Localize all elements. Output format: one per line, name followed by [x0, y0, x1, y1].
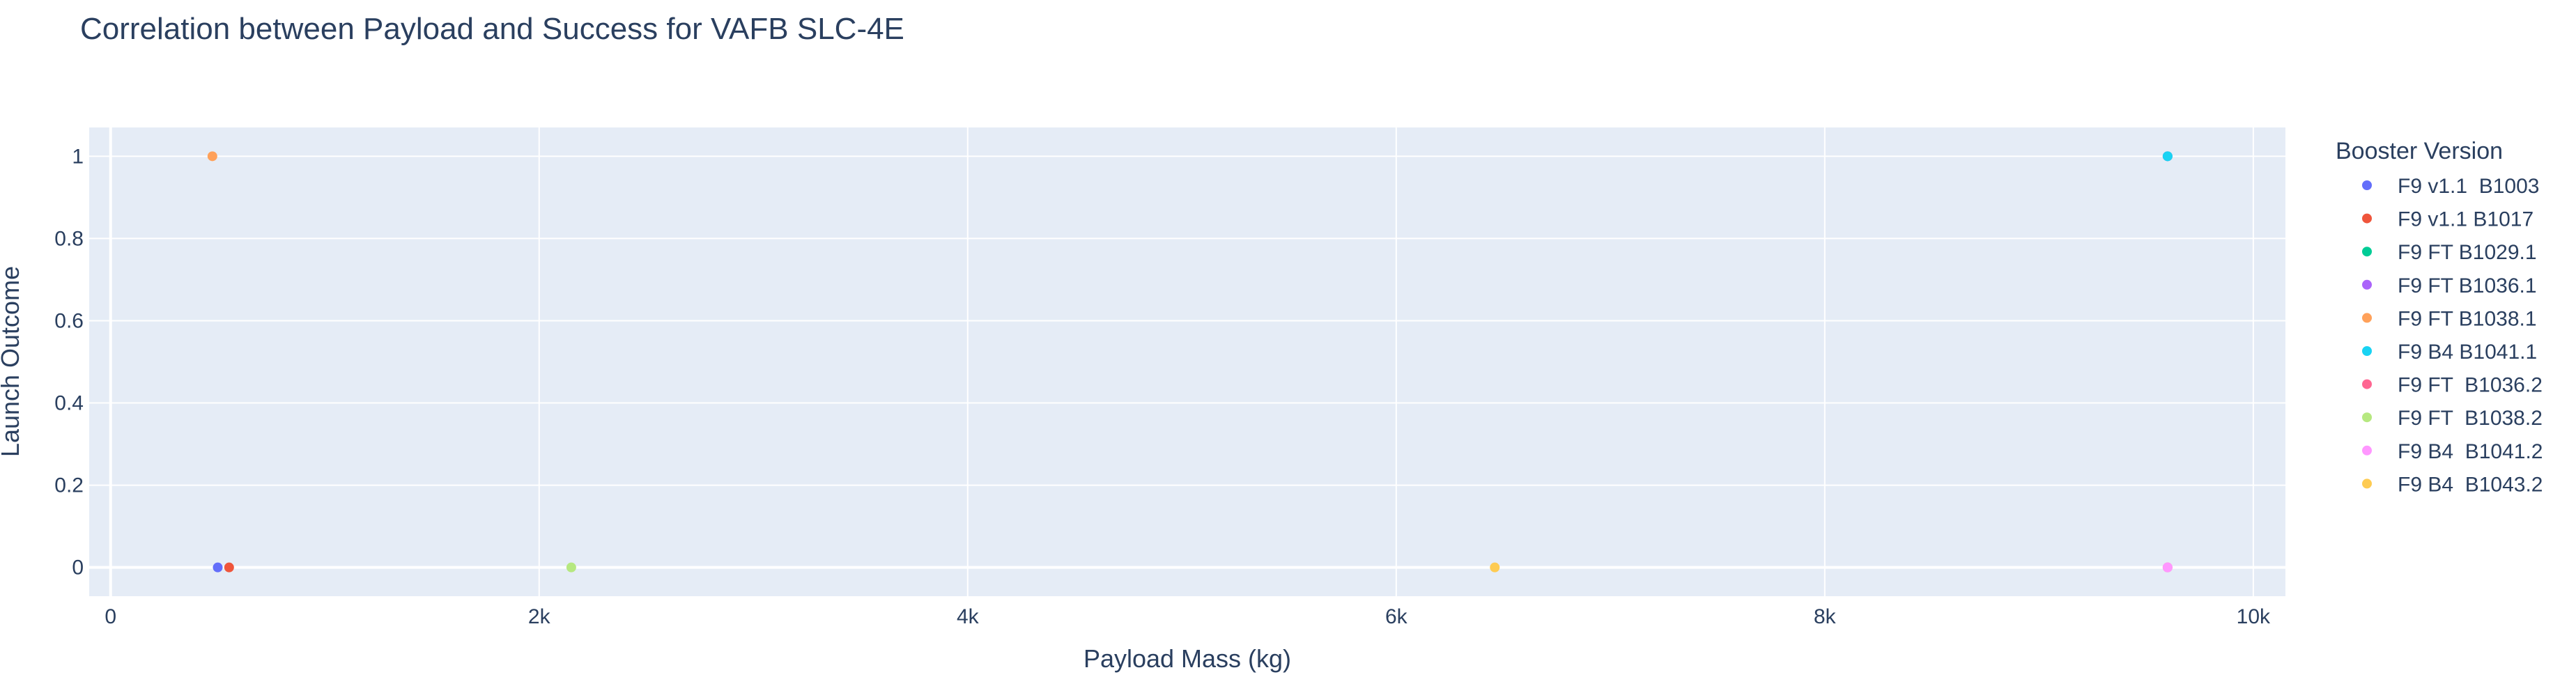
legend-marker: [2362, 180, 2372, 190]
legend-label: F9 B4 B1041.1: [2398, 341, 2537, 364]
axis-ticks: 0 2k 4k 6k 8k 10k 0 0.2 0.4 0.6 0.8 1: [54, 145, 2271, 628]
legend-marker: [2362, 213, 2372, 224]
legend-item[interactable]: F9 B4 B1041.2: [2362, 440, 2543, 463]
legend-label: F9 FT B1036.2: [2398, 374, 2543, 397]
legend-marker: [2362, 313, 2372, 323]
legend-label: F9 FT B1038.2: [2398, 407, 2543, 430]
y-tick-label: 0.4: [54, 392, 84, 415]
legend-item[interactable]: F9 FT B1036.2: [2362, 374, 2543, 397]
data-point[interactable]: [2162, 151, 2173, 162]
x-tick-label: 2k: [528, 605, 551, 628]
legend-marker: [2362, 346, 2372, 356]
legend-marker: [2362, 379, 2372, 389]
y-tick-label: 0.8: [54, 227, 84, 250]
legend-item[interactable]: F9 FT B1036.1: [2362, 274, 2537, 297]
legend-label: F9 B4 B1043.2: [2398, 473, 2543, 496]
legend-label: F9 v1.1 B1003: [2398, 175, 2539, 198]
data-point[interactable]: [1490, 562, 1500, 573]
data-point[interactable]: [2162, 562, 2173, 573]
legend-label: F9 v1.1 B1017: [2398, 208, 2533, 231]
legend-label: F9 FT B1038.1: [2398, 307, 2537, 330]
legend-item[interactable]: F9 FT B1029.1: [2362, 241, 2537, 264]
y-tick-label: 0: [72, 557, 84, 579]
legend-label: F9 B4 B1041.2: [2398, 440, 2543, 463]
y-tick-label: 1: [72, 145, 84, 168]
data-point[interactable]: [566, 562, 576, 573]
legend-item[interactable]: F9 B4 B1041.1: [2362, 341, 2537, 364]
legend-item[interactable]: F9 v1.1 B1017: [2362, 208, 2533, 231]
legend-label: F9 FT B1036.1: [2398, 274, 2537, 297]
data-point[interactable]: [207, 151, 217, 162]
legend-marker: [2362, 445, 2372, 456]
x-tick-label: 0: [105, 605, 116, 628]
y-tick-label: 0.2: [54, 474, 84, 497]
legend-marker: [2362, 412, 2372, 423]
y-tick-label: 0.6: [54, 309, 84, 332]
legend-item[interactable]: F9 v1.1 B1003: [2362, 175, 2539, 198]
x-tick-label: 4k: [957, 605, 980, 628]
data-points: [207, 151, 2173, 573]
x-tick-label: 6k: [1385, 605, 1408, 628]
x-tick-label: 8k: [1814, 605, 1837, 628]
x-tick-label: 10k: [2237, 605, 2271, 628]
data-point[interactable]: [224, 562, 234, 573]
legend-marker: [2362, 478, 2372, 489]
legend-label: F9 FT B1029.1: [2398, 241, 2537, 264]
legend-item[interactable]: F9 FT B1038.2: [2362, 407, 2543, 430]
y-axis-title: Launch Outcome: [0, 266, 24, 457]
legend-marker: [2362, 247, 2372, 257]
legend-title: Booster Version: [2336, 138, 2503, 164]
x-axis-title: Payload Mass (kg): [1083, 644, 1291, 673]
grid-lines: [89, 127, 2285, 596]
data-point[interactable]: [213, 562, 223, 573]
legend: Booster Version F9 v1.1 B1003 F9 v1.1 B10…: [2336, 138, 2543, 496]
legend-item[interactable]: F9 FT B1038.1: [2362, 307, 2537, 330]
legend-marker: [2362, 279, 2372, 290]
legend-item[interactable]: F9 B4 B1043.2: [2362, 473, 2543, 496]
plot-area[interactable]: [89, 127, 2285, 596]
chart-title: Correlation between Payload and Success …: [80, 12, 904, 46]
